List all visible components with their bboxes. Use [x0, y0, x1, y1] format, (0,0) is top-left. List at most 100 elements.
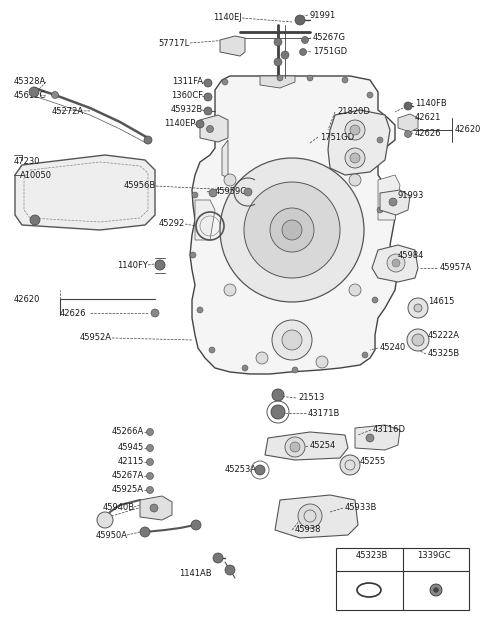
Text: 45984: 45984 — [398, 250, 424, 260]
Circle shape — [362, 352, 368, 358]
Text: 1360CF: 1360CF — [171, 91, 203, 101]
Polygon shape — [398, 114, 418, 132]
Circle shape — [97, 512, 113, 528]
Circle shape — [146, 428, 154, 435]
Circle shape — [225, 565, 235, 575]
Text: 1140FB: 1140FB — [415, 99, 447, 108]
Circle shape — [224, 284, 236, 296]
Text: 45272A: 45272A — [52, 106, 84, 116]
Polygon shape — [275, 495, 358, 538]
Polygon shape — [200, 115, 228, 142]
Text: 45292: 45292 — [159, 220, 185, 228]
Circle shape — [405, 130, 411, 138]
Text: 21513: 21513 — [298, 394, 324, 403]
Text: 1311FA: 1311FA — [172, 77, 203, 87]
Text: 45959C: 45959C — [215, 187, 247, 196]
Text: 42626: 42626 — [415, 128, 442, 138]
Text: 1141AB: 1141AB — [180, 569, 212, 577]
Circle shape — [282, 330, 302, 350]
Text: 45957A: 45957A — [440, 264, 472, 272]
Text: 1140EP: 1140EP — [164, 120, 195, 128]
Circle shape — [298, 504, 322, 528]
Circle shape — [345, 148, 365, 168]
Circle shape — [408, 298, 428, 318]
Text: 1140EJ: 1140EJ — [213, 13, 242, 23]
Circle shape — [140, 527, 150, 537]
Circle shape — [209, 189, 217, 197]
Circle shape — [204, 79, 212, 87]
Circle shape — [30, 215, 40, 225]
Circle shape — [255, 465, 265, 475]
Circle shape — [244, 188, 252, 196]
Text: 45940B: 45940B — [103, 503, 135, 511]
Text: 1339GC: 1339GC — [417, 552, 451, 560]
Circle shape — [340, 455, 360, 475]
Circle shape — [367, 92, 373, 98]
Polygon shape — [378, 175, 400, 220]
Text: 42620: 42620 — [455, 126, 480, 135]
Text: 21820D: 21820D — [337, 108, 370, 116]
Polygon shape — [265, 432, 348, 460]
Circle shape — [150, 504, 158, 512]
Circle shape — [144, 136, 152, 144]
Circle shape — [407, 329, 429, 351]
Circle shape — [389, 198, 397, 206]
Circle shape — [191, 520, 201, 530]
Circle shape — [282, 220, 302, 240]
Circle shape — [301, 36, 309, 43]
Polygon shape — [372, 245, 418, 282]
Circle shape — [196, 120, 204, 128]
Circle shape — [222, 79, 228, 85]
Polygon shape — [355, 425, 400, 450]
Circle shape — [151, 309, 159, 317]
Circle shape — [146, 472, 154, 479]
Circle shape — [292, 367, 298, 373]
Bar — [336, 548, 469, 610]
Text: 45956B: 45956B — [124, 182, 156, 191]
Polygon shape — [260, 76, 295, 88]
Circle shape — [271, 405, 285, 419]
Text: 14615: 14615 — [428, 298, 455, 306]
Text: 45950A: 45950A — [96, 530, 128, 540]
Circle shape — [300, 48, 307, 55]
Text: 45255: 45255 — [360, 457, 386, 467]
Text: 42621: 42621 — [415, 113, 442, 123]
Circle shape — [350, 125, 360, 135]
Polygon shape — [195, 200, 215, 240]
Text: 45222A: 45222A — [428, 330, 460, 340]
Circle shape — [342, 77, 348, 83]
Polygon shape — [15, 155, 155, 230]
Circle shape — [274, 38, 282, 46]
Polygon shape — [328, 110, 390, 175]
Text: 1751GD: 1751GD — [313, 48, 347, 57]
Circle shape — [274, 58, 282, 66]
Circle shape — [29, 87, 39, 97]
Circle shape — [277, 75, 283, 81]
Circle shape — [204, 93, 212, 101]
Text: 91991: 91991 — [310, 11, 336, 19]
Circle shape — [242, 365, 248, 371]
Text: 45612C: 45612C — [14, 91, 46, 101]
Text: 45328A: 45328A — [14, 77, 46, 87]
Circle shape — [224, 174, 236, 186]
Circle shape — [212, 117, 218, 123]
Circle shape — [146, 486, 154, 494]
Circle shape — [155, 260, 165, 270]
Text: 45254: 45254 — [310, 442, 336, 450]
Circle shape — [256, 352, 268, 364]
Circle shape — [290, 442, 300, 452]
Circle shape — [190, 252, 196, 258]
Text: 45938: 45938 — [295, 525, 322, 535]
Circle shape — [220, 158, 364, 302]
Text: 57717L: 57717L — [159, 38, 190, 48]
Circle shape — [345, 120, 365, 140]
Circle shape — [404, 102, 412, 110]
Circle shape — [281, 51, 289, 59]
Circle shape — [349, 284, 361, 296]
Text: 43171B: 43171B — [308, 408, 340, 418]
Circle shape — [350, 153, 360, 163]
Circle shape — [430, 584, 442, 596]
Text: 91993: 91993 — [398, 191, 424, 201]
Polygon shape — [380, 190, 410, 215]
Polygon shape — [220, 36, 245, 56]
